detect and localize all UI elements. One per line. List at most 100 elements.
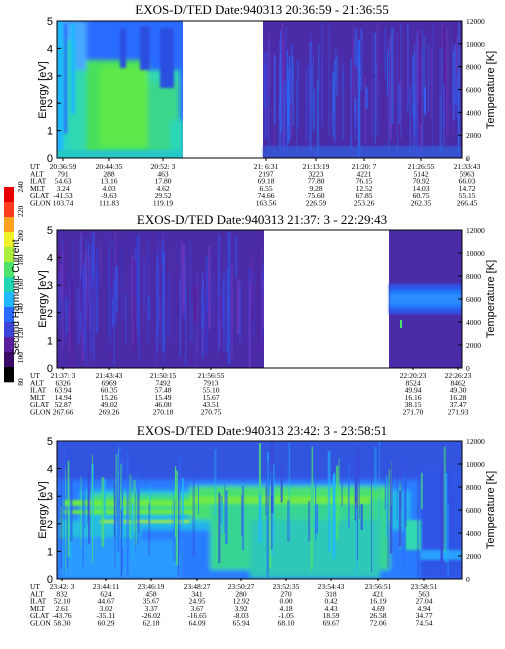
orbit-cell: 64.09 <box>189 619 206 628</box>
spectrogram-streak <box>388 41 390 154</box>
spectrogram-streak <box>197 482 199 515</box>
spectrogram-streak <box>396 458 398 520</box>
spectrogram-streak <box>64 297 66 345</box>
spectrogram-streak <box>114 457 117 568</box>
spectrogram-streak <box>335 49 337 84</box>
orbit-cell: 4.18 <box>279 604 292 613</box>
spectrogram-streak <box>266 41 268 158</box>
spectrogram-streak <box>263 63 267 109</box>
spectrogram-streak <box>76 289 80 345</box>
spectrogram-streak <box>288 442 291 538</box>
spectrogram-streak <box>296 60 300 130</box>
spectrogram-streak <box>172 487 174 559</box>
spectrogram-streak <box>64 237 67 298</box>
spectrogram-streak <box>130 502 134 542</box>
spectrogram-streak <box>133 479 136 532</box>
spectrogram-streak <box>133 259 136 352</box>
orbit-cell: 23:54:43 <box>318 582 345 591</box>
spectrogram-streak <box>393 55 395 103</box>
right-tick-label: 0 <box>466 364 470 373</box>
y-tick-label: 1 <box>47 126 53 138</box>
colorbar-tick-label: 240 <box>16 181 25 193</box>
orbit-cell: 18.59 <box>323 611 340 620</box>
orbit-cell: 58.30 <box>54 619 71 628</box>
orbit-cell: 270.75 <box>201 408 222 417</box>
orbit-cell: 270 <box>280 589 292 598</box>
y-tick-label: 2 <box>47 98 53 110</box>
spectrogram-streak <box>191 297 193 342</box>
spectrogram-streak <box>271 441 274 514</box>
orbit-cell: 16.28 <box>450 393 467 402</box>
orbit-cell: 253.26 <box>354 199 375 208</box>
spectrogram-streak <box>193 286 197 323</box>
spectrogram-streak <box>356 46 358 92</box>
spectrogram-streak <box>234 236 238 278</box>
panel-2-ylabel: Energy [eV] <box>37 270 49 327</box>
orbit-cell: 67.85 <box>356 191 373 200</box>
orbit-cell: 12.92 <box>233 597 250 606</box>
spectrogram-streak <box>321 21 323 128</box>
right-tick-label: 0 <box>466 154 470 163</box>
spectrogram-streak <box>70 453 73 542</box>
orbit-cell: 4.43 <box>324 604 337 613</box>
spectrogram-streak <box>312 53 314 133</box>
spectrogram-streak <box>191 261 193 308</box>
spectrogram-streak <box>125 293 127 344</box>
orbit-cell: 8524 <box>406 378 421 387</box>
spectrogram-streak <box>118 447 119 498</box>
spectrogram-streak <box>185 246 186 335</box>
orbit-cell: 49.94 <box>405 386 422 395</box>
orbit-cell: 75.60 <box>308 191 325 200</box>
spectrogram-streak <box>113 482 116 538</box>
orbit-cell: 23:52:35 <box>273 582 300 591</box>
spectrogram-streak <box>208 245 211 329</box>
orbit-cell: 23:56:51 <box>365 582 392 591</box>
colorbar-cell <box>4 202 14 218</box>
colorbar-label: Second Harmonic Current <box>11 239 22 355</box>
spectrogram-streak <box>248 282 251 368</box>
spectrogram-streak <box>394 36 397 144</box>
spectrogram-streak <box>149 484 151 523</box>
spectrogram-streak <box>265 485 267 516</box>
spectrogram-streak <box>251 283 254 325</box>
orbit-cell: 57.48 <box>155 386 172 395</box>
spectrogram-streak <box>257 230 261 352</box>
spectrogram-streak <box>96 247 99 294</box>
spectrogram-streak <box>310 64 313 119</box>
spectrogram-streak <box>66 509 69 569</box>
orbit-cell: 70.92 <box>413 177 430 186</box>
spectrogram-streak <box>241 485 245 551</box>
orbit-cell: 288 <box>103 169 115 178</box>
orbit-row-label: ILAT <box>30 597 47 606</box>
orbit-cell: 262.35 <box>411 199 432 208</box>
spectrogram-streak <box>90 252 91 306</box>
spectrogram-streak <box>391 27 394 124</box>
spectrogram-streak <box>219 297 221 351</box>
spectrogram-streak <box>274 55 276 125</box>
spectrogram-streak <box>143 249 145 329</box>
orbit-cell: 163.56 <box>256 199 277 208</box>
spectrogram-streak <box>218 492 221 563</box>
panel-2-right-label: Temperature [K] <box>485 260 497 338</box>
spectrogram-streak <box>398 490 402 547</box>
orbit-cell: 4.03 <box>102 184 115 193</box>
colorbar-cell <box>4 307 14 323</box>
orbit-cell: 5963 <box>460 169 475 178</box>
spectrogram-streak <box>126 452 129 577</box>
spectrogram-streak <box>111 287 112 351</box>
spectrogram-streak <box>227 232 231 365</box>
orbit-cell: 2197 <box>259 169 274 178</box>
y-tick-label: 0 <box>47 574 53 586</box>
colorbar-cell <box>4 337 14 353</box>
spectrogram-streak <box>258 443 261 495</box>
orbit-cell: 54.63 <box>55 177 72 186</box>
colorbar-cells <box>4 187 14 383</box>
orbit-cell: 458 <box>145 589 157 598</box>
spectrogram-streak <box>192 290 195 331</box>
spectrogram-streak <box>136 242 139 338</box>
spectrogram-streak <box>253 272 255 337</box>
spectrogram-streak <box>268 39 270 155</box>
orbit-cell: 624 <box>100 589 112 598</box>
orbit-row-label: MLT <box>30 393 46 402</box>
